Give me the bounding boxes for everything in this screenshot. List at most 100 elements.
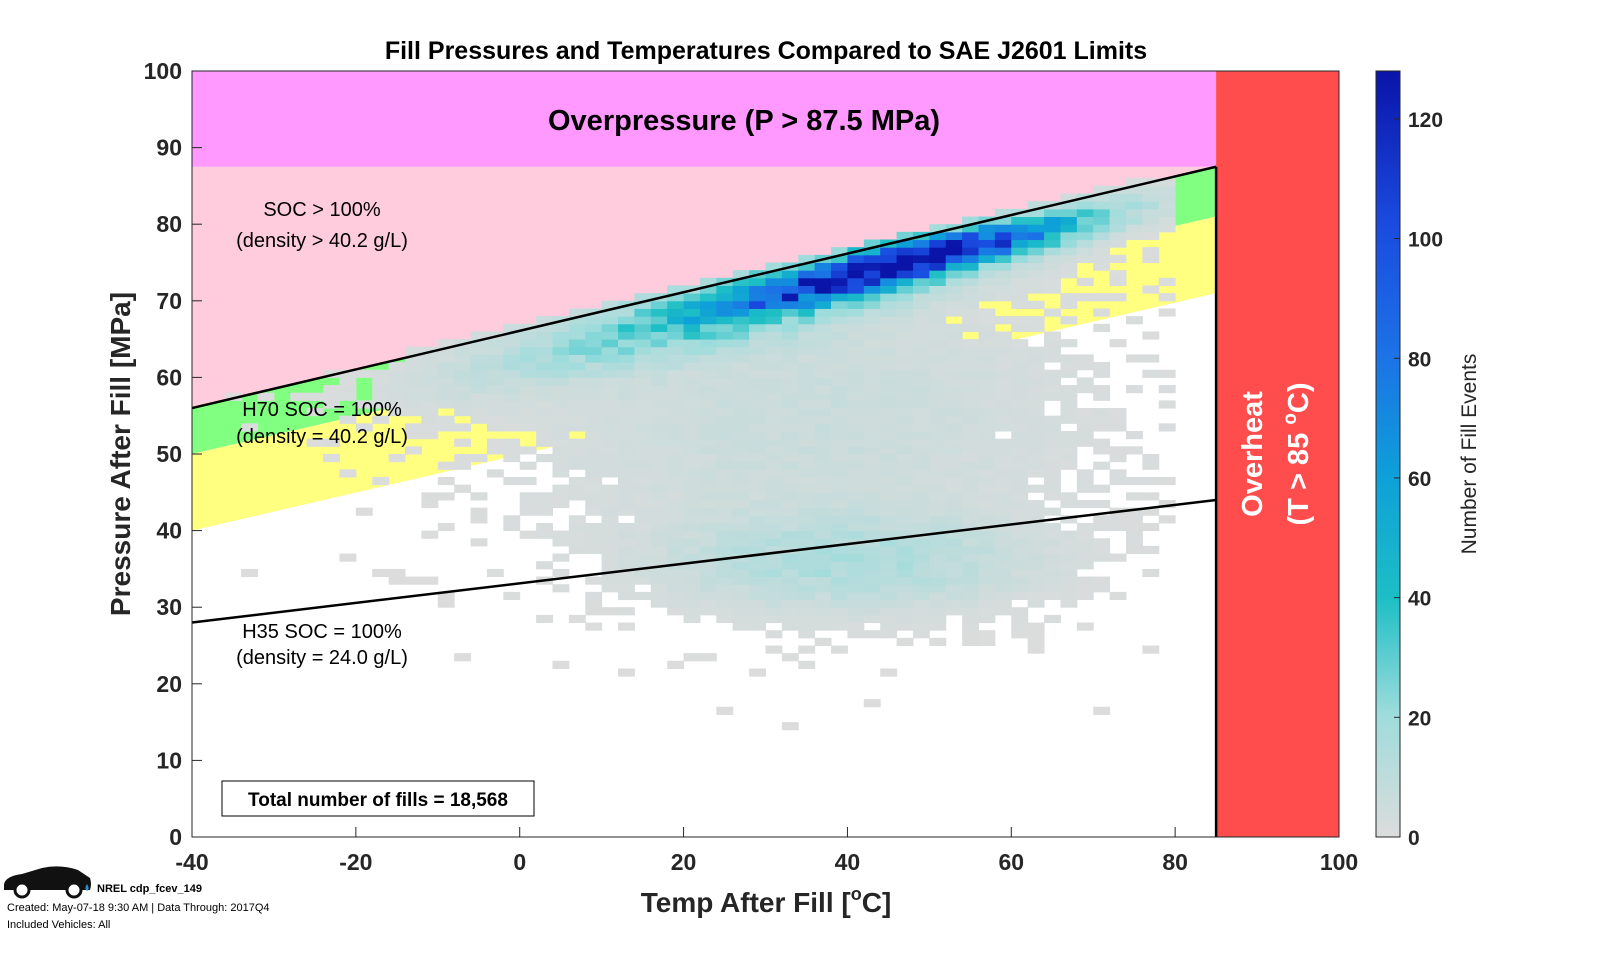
heatmap-cell [1158,423,1176,432]
heatmap-cell [421,492,439,501]
heatmap-cell [765,331,783,340]
heatmap-cell [749,614,766,624]
heatmap-cell [978,576,996,585]
heatmap-cell [798,576,816,585]
heatmap-cell [945,323,963,332]
heatmap-cell [978,484,996,493]
heatmap-cell [880,415,898,424]
heatmap-cell [1011,216,1029,225]
heatmap-cell [798,362,816,371]
heatmap-cell [1093,323,1111,332]
heatmap-cell [1076,530,1094,539]
heatmap-cell [667,515,685,524]
soc-over-label-2: (density > 40.2 g/L) [236,230,408,252]
heatmap-cell [896,507,914,516]
heatmap-cell [421,385,439,394]
heatmap-cell [716,561,734,570]
heatmap-cell [1011,377,1029,386]
heatmap-cell [978,277,996,286]
heatmap-cell [699,653,717,662]
heatmap-cell [978,499,996,509]
heatmap-cell [749,668,766,677]
heatmap-cell [454,354,472,363]
heatmap-cell [683,538,701,547]
heatmap-cell [781,530,799,539]
heatmap-cell [1125,522,1143,532]
heatmap-cell [880,515,898,524]
heatmap-cell [798,323,816,332]
heatmap-cell [945,346,963,355]
footer-id: NREL cdp_fcev_149 [97,883,202,895]
heatmap-cell [912,461,930,470]
heatmap-cell [1060,254,1078,263]
heatmap-cell [814,408,832,417]
heatmap-cell [454,461,472,470]
heatmap-cell [831,362,848,371]
heatmap-cell [503,438,521,447]
heatmap-cell [585,538,603,547]
heatmap-cell [781,369,799,378]
heatmap-cell [962,339,980,348]
heatmap-cell [699,538,717,547]
heatmap-cell [863,331,881,340]
heatmap-cell [732,469,750,478]
heatmap-cell [1011,476,1029,486]
heatmap-cell [699,599,717,608]
heatmap-cell [454,408,472,417]
heatmap-cell [585,599,603,608]
heatmap-cell [372,400,390,409]
heatmap-cell [486,446,504,455]
heatmap-cell [765,507,783,516]
heatmap-cell [699,331,717,340]
heatmap-cell [1125,446,1143,455]
heatmap-cell [388,362,406,371]
heatmap-cell [716,354,734,363]
heatmap-cell [519,331,537,340]
heatmap-cell [781,316,799,325]
heatmap-cell [831,293,848,302]
overheat-label-1: Overheat [1237,391,1269,517]
heatmap-cell [1044,354,1061,363]
heatmap-cell [1011,630,1029,639]
heatmap-cell [896,568,914,578]
heatmap-cell [847,469,865,478]
heatmap-cell [486,354,504,363]
heatmap-cell [618,308,635,317]
heatmap-cell [896,346,914,355]
heatmap-cell [683,461,701,470]
heatmap-cell [601,545,619,555]
heatmap-cell [749,584,766,593]
heatmap-cell [994,553,1012,562]
heatmap-cell [781,622,799,631]
heatmap-cell [601,553,619,562]
heatmap-cell [765,308,783,317]
heatmap-cell [372,377,390,386]
heatmap-cell [896,607,914,616]
heatmap-cell [896,446,914,455]
heatmap-cell [798,507,816,516]
heatmap-cell [749,530,766,539]
heatmap-cell [814,484,832,493]
heatmap-cell [601,530,619,539]
heatmap-cell [1027,208,1045,218]
heatmap-cell [912,561,930,570]
heatmap-cell [765,530,783,539]
heatmap-cell [765,538,783,547]
heatmap-cell [437,385,455,394]
heatmap-cell [634,415,652,424]
heatmap-cell [372,476,390,486]
heatmap-cell [650,392,668,401]
y-tick-label: 40 [156,518,182,544]
heatmap-cell [945,354,963,363]
heatmap-cell [716,492,734,501]
heatmap-cell [978,515,996,524]
heatmap-cell [585,362,603,371]
heatmap-cell [929,331,947,340]
heatmap-cell [814,323,832,332]
heatmap-cell [241,568,259,578]
heatmap-cell [945,469,963,478]
heatmap-cell [1060,201,1078,210]
heatmap-cell [1060,538,1078,547]
heatmap-cell [1011,454,1029,463]
heatmap-cell [798,277,816,286]
